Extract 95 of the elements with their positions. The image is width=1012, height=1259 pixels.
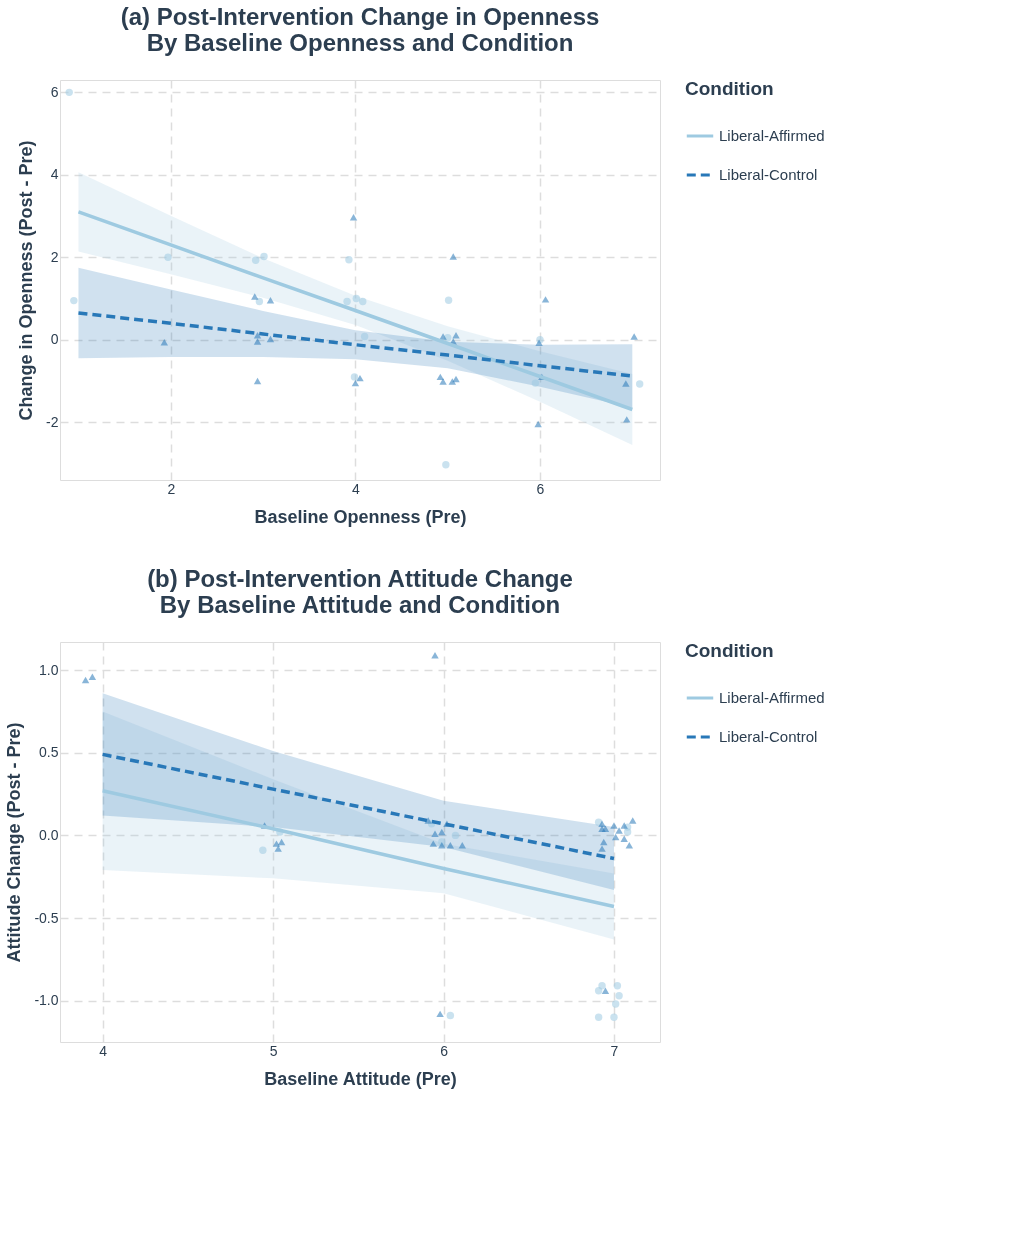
- point: [601, 987, 610, 994]
- point: [343, 297, 351, 306]
- legend-label: Liberal-Affirmed: [719, 127, 825, 144]
- x-tick-label: 7: [610, 1042, 619, 1059]
- point: [88, 673, 97, 680]
- point: [449, 253, 457, 260]
- point: [598, 982, 606, 990]
- point: [253, 377, 262, 385]
- point: [266, 335, 275, 343]
- point: [610, 1013, 618, 1021]
- y-tick-label: -2: [46, 413, 59, 430]
- point: [164, 253, 172, 262]
- point: [349, 214, 358, 221]
- point: [352, 294, 361, 303]
- y-axis-title: Change in Openness (Post - Pre): [16, 140, 37, 421]
- point: [601, 825, 610, 832]
- point: [442, 461, 450, 469]
- legend-title: Condition: [685, 640, 774, 661]
- point: [274, 845, 282, 852]
- point: [623, 416, 631, 423]
- point: [360, 332, 369, 341]
- point: [620, 835, 628, 842]
- point: [615, 992, 623, 1000]
- x-tick-label: 4: [99, 1042, 108, 1059]
- line-series: [76, 210, 635, 412]
- y-tick-label: 2: [50, 248, 59, 265]
- point: [439, 378, 447, 385]
- y-tick-label: 6: [50, 83, 59, 100]
- point: [629, 817, 637, 824]
- point: [452, 375, 460, 383]
- point: [541, 296, 550, 303]
- point: [260, 252, 268, 261]
- point: [438, 842, 446, 849]
- x-tick-label: 6: [440, 1042, 449, 1059]
- y-tick-label: 0.5: [39, 744, 59, 761]
- y-axis-title: Attitude Change (Post - Pre): [4, 722, 25, 963]
- point: [350, 373, 359, 381]
- x-tick-label: 6: [536, 480, 545, 497]
- y-tick-label: 1.0: [39, 661, 59, 678]
- point: [458, 842, 466, 849]
- chart-title: (b) Post-Intervention Attitude Change By Baseline Attitude and Condition: [147, 565, 573, 618]
- point: [424, 817, 432, 824]
- point: [451, 831, 460, 840]
- x-tick-label: 4: [351, 480, 360, 497]
- point: [436, 1010, 444, 1018]
- y-tick-label: 0.0: [39, 826, 59, 843]
- point: [625, 842, 634, 849]
- x-axis-title: Baseline Attitude (Pre): [264, 1068, 457, 1089]
- point: [620, 822, 628, 829]
- point: [253, 338, 262, 345]
- point: [598, 845, 606, 852]
- point: [429, 840, 437, 847]
- legend-label: Liberal-Control: [719, 166, 818, 183]
- legend-title: Condition: [685, 78, 774, 99]
- point: [70, 296, 78, 305]
- legend-label: Liberal-Control: [719, 728, 818, 745]
- point: [259, 846, 267, 854]
- point: [351, 379, 360, 387]
- x-axis-title: Baseline Openness (Pre): [254, 506, 467, 527]
- y-tick-label: 0: [50, 331, 59, 348]
- line-series: [100, 752, 616, 861]
- point: [446, 842, 455, 849]
- line-series: [100, 789, 616, 909]
- point: [531, 379, 540, 387]
- point: [610, 822, 618, 829]
- y-tick-label: -0.5: [34, 909, 59, 926]
- point: [446, 1011, 455, 1020]
- point: [630, 333, 638, 340]
- point: [345, 256, 353, 264]
- chart-title: (a) Post-Intervention Change in Openness By Baseline Openness and Condition: [120, 3, 600, 56]
- y-tick-label: 4: [50, 166, 59, 183]
- point: [600, 838, 608, 846]
- point: [359, 297, 367, 306]
- point: [635, 380, 644, 388]
- point: [277, 838, 286, 846]
- point: [255, 297, 264, 306]
- point: [444, 296, 453, 304]
- point: [448, 378, 457, 385]
- point: [611, 833, 620, 841]
- point: [81, 676, 90, 684]
- point: [613, 982, 622, 990]
- point: [534, 420, 542, 428]
- point: [251, 293, 259, 300]
- point: [251, 256, 260, 264]
- point: [611, 1000, 620, 1008]
- point: [615, 827, 623, 834]
- point: [622, 380, 630, 387]
- point: [594, 1013, 603, 1021]
- x-tick-label: 5: [269, 1042, 278, 1059]
- y-tick-label: -1.0: [34, 992, 59, 1009]
- point: [431, 830, 439, 837]
- x-tick-label: 2: [167, 480, 176, 497]
- legend-label: Liberal-Affirmed: [719, 689, 825, 706]
- point: [65, 88, 73, 97]
- point: [272, 840, 281, 847]
